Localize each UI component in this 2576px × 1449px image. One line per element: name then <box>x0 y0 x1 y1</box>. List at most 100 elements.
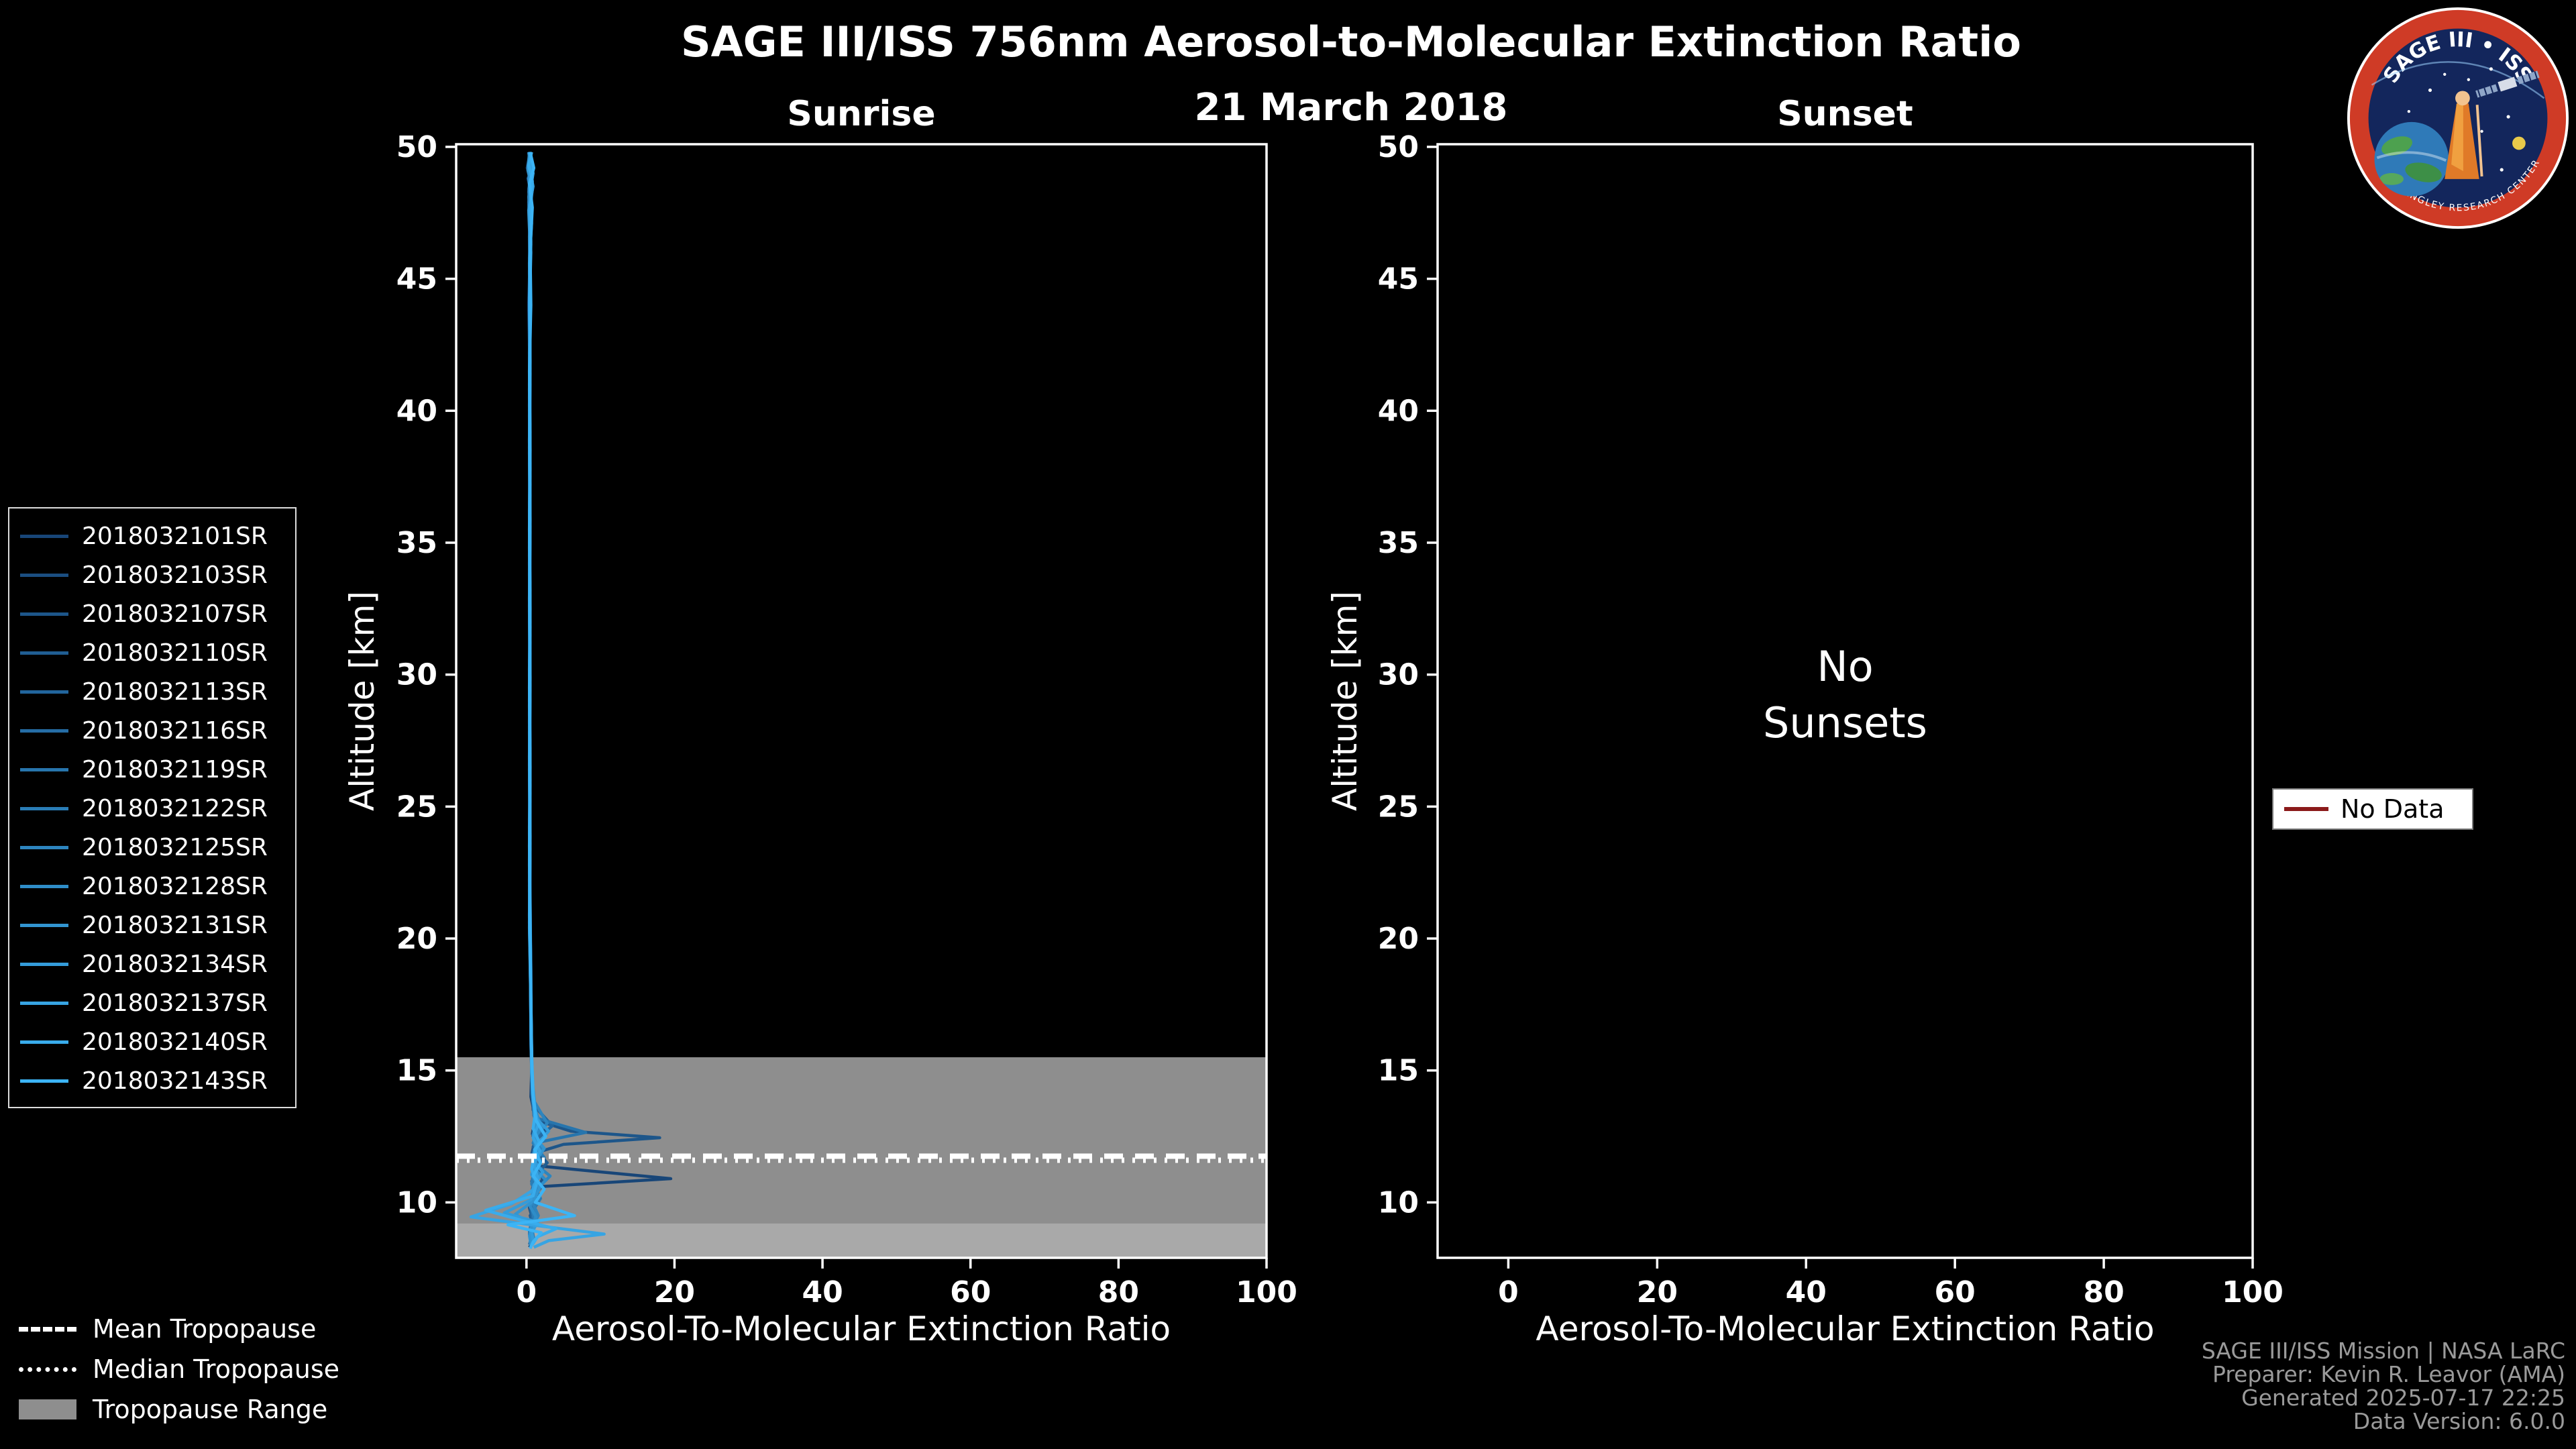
sunrise-panel-title: Sunrise <box>787 94 936 134</box>
sunset-panel-title: Sunset <box>1777 94 1913 134</box>
legend-item-label: 2018032131SR <box>82 911 268 939</box>
legend-item: 2018032110SR <box>20 633 290 672</box>
footer-preparer-line: Preparer: Kevin R. Leavor (AMA) <box>2212 1361 2565 1387</box>
legend-line-swatch <box>20 884 68 888</box>
legend-item-label: 2018032107SR <box>82 600 268 628</box>
y-tick-label: 40 <box>396 394 437 428</box>
y-tick-label: 15 <box>1378 1054 1419 1088</box>
y-tick-label: 15 <box>396 1054 437 1088</box>
legend-item: 2018032140SR <box>20 1022 290 1061</box>
legend-line-swatch <box>20 806 68 810</box>
x-tick-label: 20 <box>654 1275 695 1309</box>
no-sunsets-message: No Sunsets <box>1438 639 2253 751</box>
no-sunsets-line1: No <box>1817 642 1874 691</box>
profile-line <box>506 152 576 1250</box>
y-tick-label: 40 <box>1378 394 1419 428</box>
range-band-swatch <box>19 1399 76 1419</box>
x-tick-label: 80 <box>1098 1275 1139 1309</box>
legend-line-swatch <box>20 690 68 694</box>
legend-item: 2018032137SR <box>20 983 290 1022</box>
legend-line-swatch <box>20 962 68 966</box>
x-tick-label: 0 <box>516 1275 537 1309</box>
legend-item-label: 2018032119SR <box>82 755 268 784</box>
tropopause-range-label: Tropopause Range <box>93 1395 328 1424</box>
y-tick-label: 25 <box>396 790 437 824</box>
mission-logo: SAGE III • ISS NASA LANGLEY RESEARCH CEN… <box>2347 7 2569 229</box>
y-tick-label: 20 <box>396 922 437 956</box>
legend-line-swatch <box>20 729 68 733</box>
y-tick-label: 50 <box>396 130 437 164</box>
sunrise-events-legend: 2018032101SR 2018032103SR 2018032107SR 2018… <box>8 507 297 1108</box>
legend-item-label: 2018032110SR <box>82 639 268 667</box>
x-tick-label: 0 <box>1498 1275 1519 1309</box>
legend-item: 2018032113SR <box>20 672 290 711</box>
legend-item: 2018032116SR <box>20 711 290 750</box>
date-subtitle: 21 March 2018 <box>1194 86 1508 129</box>
legend-item-label: 2018032140SR <box>82 1028 268 1056</box>
legend-item: 2018032107SR <box>20 594 290 633</box>
legend-item: 2018032122SR <box>20 789 290 828</box>
y-tick-label: 25 <box>1378 790 1419 824</box>
robed-figure-icon <box>2445 91 2483 179</box>
dotted-line-swatch <box>19 1366 76 1372</box>
legend-line-swatch <box>20 923 68 927</box>
moon-icon <box>2512 136 2526 150</box>
y-tick-label: 10 <box>396 1185 437 1220</box>
footer-generated-line: Generated 2025-07-17 22:25 <box>2241 1385 2565 1411</box>
page-title: SAGE III/ISS 756nm Aerosol-to-Molecular … <box>680 17 2022 66</box>
plot-frame <box>455 143 1268 1259</box>
no-data-legend: No Data <box>2272 788 2473 830</box>
legend-item-label: 2018032116SR <box>82 716 268 745</box>
x-tick-label: 60 <box>1935 1275 1976 1309</box>
y-tick-label: 45 <box>1378 262 1419 297</box>
footer-mission-line: SAGE III/ISS Mission | NASA LaRC <box>2201 1338 2565 1364</box>
legend-item: 2018032103SR <box>20 555 290 594</box>
no-sunsets-line2: Sunsets <box>1762 698 1927 747</box>
legend-item: 2018032125SR <box>20 828 290 867</box>
x-tick-label: 80 <box>2083 1275 2124 1309</box>
legend-item-label: 2018032143SR <box>82 1067 268 1095</box>
no-data-line-swatch <box>2284 807 2328 811</box>
legend-line-swatch <box>20 534 68 538</box>
legend-line-swatch <box>20 612 68 616</box>
y-tick-label: 35 <box>396 526 437 560</box>
tropopause-range-band-overlap <box>456 1223 1267 1258</box>
x-tick-label: 60 <box>950 1275 991 1309</box>
dashed-line-swatch <box>19 1326 76 1332</box>
y-tick-label: 20 <box>1378 922 1419 956</box>
legend-item: 2018032134SR <box>20 945 290 983</box>
y-tick-label: 30 <box>1378 658 1419 692</box>
stars <box>2407 67 2510 172</box>
y-axis-label-sunset: Altitude [km] <box>1326 591 1364 811</box>
x-axis-label-sunrise: Aerosol-To-Molecular Extinction Ratio <box>551 1309 1171 1348</box>
x-tick-label: 20 <box>1637 1275 1678 1309</box>
legend-item: 2018032143SR <box>20 1061 290 1100</box>
y-axis-label-sunrise: Altitude [km] <box>343 591 382 811</box>
legend-item-label: 2018032122SR <box>82 794 268 822</box>
legend-item: 2018032119SR <box>20 750 290 789</box>
footer-credits: SAGE III/ISS Mission | NASA LaRC Prepare… <box>2202 1339 2565 1433</box>
satellite-icon <box>2475 70 2540 98</box>
legend-line-swatch <box>20 651 68 655</box>
legend-item-label: 2018032113SR <box>82 678 268 706</box>
legend-item-label: 2018032128SR <box>82 872 268 900</box>
y-tick-label: 10 <box>1378 1185 1419 1220</box>
x-tick-label: 100 <box>1236 1275 1297 1309</box>
legend-line-swatch <box>20 1040 68 1044</box>
legend-line-swatch <box>20 1001 68 1005</box>
x-tick-label: 40 <box>1786 1275 1827 1309</box>
legend-line-swatch <box>20 767 68 771</box>
x-tick-label: 100 <box>2222 1275 2284 1309</box>
legend-item: 2018032101SR <box>20 517 290 555</box>
mean-tropopause-label: Mean Tropopause <box>93 1314 317 1344</box>
tropopause-legend: Mean Tropopause Median Tropopause Tropop… <box>19 1309 339 1430</box>
y-tick-label: 35 <box>1378 526 1419 560</box>
plot-frame <box>1436 143 2254 1259</box>
y-tick-label: 30 <box>396 658 437 692</box>
legend-row-median-tropopause: Median Tropopause <box>19 1349 339 1389</box>
legend-item-label: 2018032103SR <box>82 561 268 589</box>
legend-line-swatch <box>20 845 68 849</box>
legend-item-label: 2018032134SR <box>82 950 268 978</box>
legend-item: 2018032131SR <box>20 906 290 945</box>
